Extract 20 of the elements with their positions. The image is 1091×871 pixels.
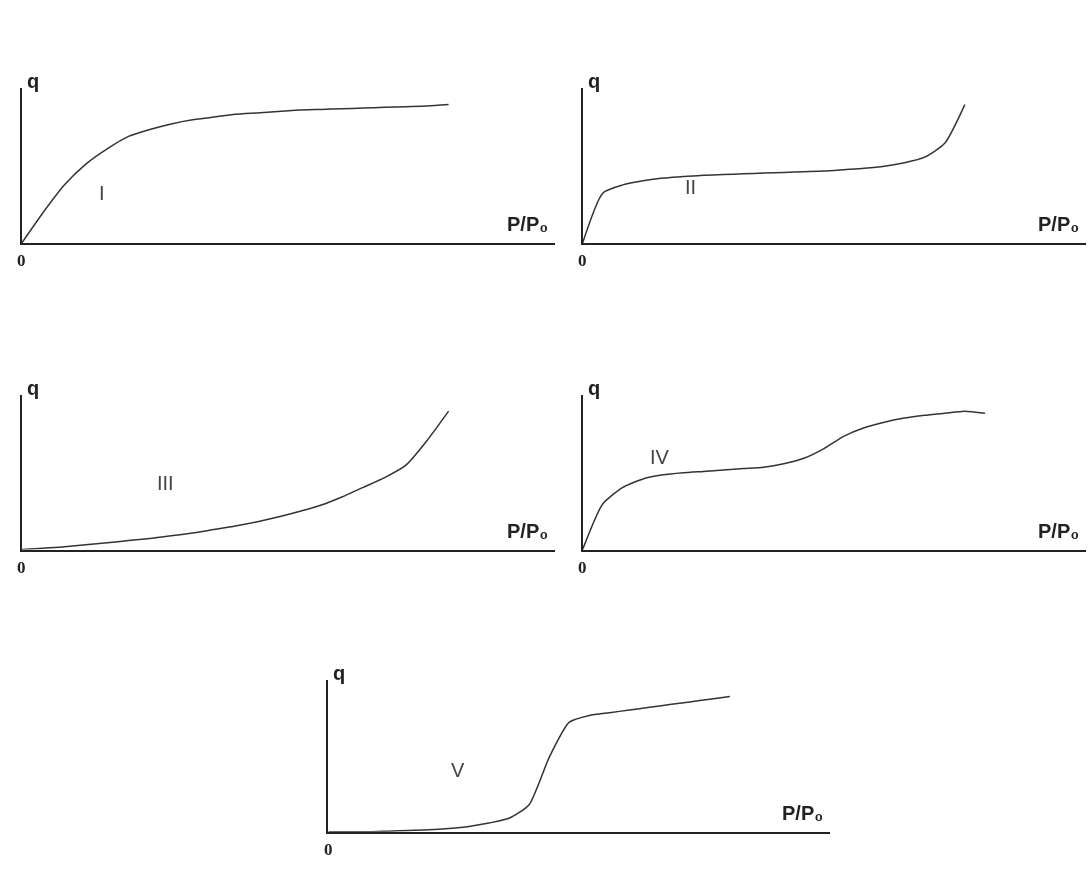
text: 0: [324, 840, 333, 859]
x-axis-title: P/P₀: [1038, 213, 1080, 235]
x-axis-title: P/P₀: [782, 802, 824, 824]
y-axis-title: q: [588, 70, 601, 92]
y-axis-title: q: [27, 70, 40, 92]
annotation: I: [99, 182, 105, 204]
annotation: V: [451, 759, 465, 781]
annotation: IV: [650, 446, 670, 468]
x-axis-title: P/P₀: [1038, 520, 1080, 542]
y-axis-title: q: [333, 662, 346, 684]
annotation: III: [157, 472, 174, 494]
y-axis-title: q: [588, 377, 601, 399]
text: 0: [17, 558, 26, 577]
x-axis-title: P/P₀: [507, 213, 549, 235]
text: 0: [578, 251, 587, 270]
y-axis-title: q: [27, 377, 40, 399]
text: 0: [17, 251, 26, 270]
annotation: II: [685, 176, 697, 198]
x-axis-title: P/P₀: [507, 520, 549, 542]
text: 0: [578, 558, 587, 577]
